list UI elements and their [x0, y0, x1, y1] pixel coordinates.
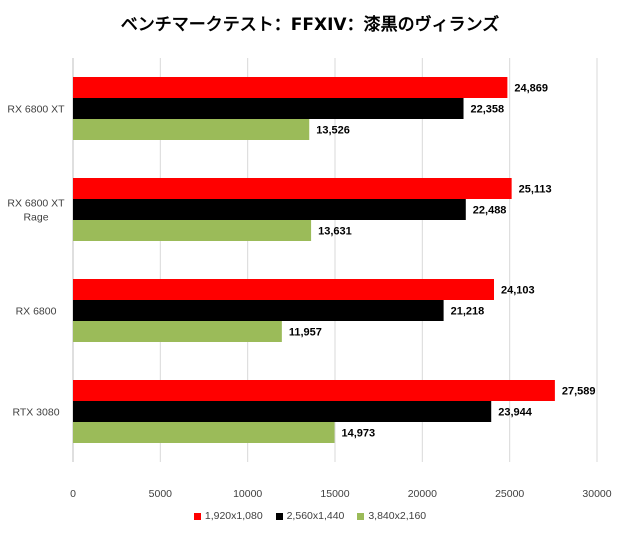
data-label-series-1-cat-3: 24,103 [501, 285, 535, 297]
legend-item-series-2: 2,560x1,440 [275, 510, 345, 522]
legend-label-series-3: 3,840x2,160 [368, 510, 427, 522]
category-label-4: RTX 3080 [12, 407, 59, 419]
legend-label-series-2: 2,560x1,440 [286, 510, 345, 522]
data-label-series-2-cat-2: 22,488 [473, 205, 507, 217]
legend-swatch-series-2 [275, 512, 283, 520]
x-tick-label-6: 30000 [582, 488, 611, 500]
legend: 1,920x1,080 2,560x1,440 3,840x2,160 [0, 510, 620, 522]
chart-title: ベンチマークテスト：FFXIV：漆黒のヴィランズ [120, 15, 500, 35]
bar-series-1-cat-3 [73, 279, 494, 300]
bar-series-2-cat-1 [73, 98, 464, 119]
legend-item-series-3: 3,840x2,160 [357, 510, 426, 522]
x-tick-label-1: 5000 [149, 488, 173, 500]
bar-series-1-cat-4 [73, 380, 555, 401]
data-label-series-1-cat-2: 25,113 [519, 184, 552, 196]
bar-series-1-cat-2 [73, 178, 512, 199]
data-label-series-1-cat-1: 24,869 [514, 83, 548, 95]
bar-series-3-cat-3 [73, 321, 282, 342]
category-label-2-line-2: Rage [23, 212, 48, 224]
data-label-series-2-cat-1: 22,358 [471, 104, 505, 116]
data-label-series-3-cat-1: 13,526 [316, 125, 350, 137]
bar-series-3-cat-1 [73, 119, 310, 140]
bar-series-3-cat-4 [73, 422, 335, 443]
data-label-series-1-cat-4: 27,589 [562, 386, 596, 398]
bar-series-3-cat-2 [73, 220, 312, 241]
bar-series-2-cat-3 [73, 300, 444, 321]
data-label-series-3-cat-2: 13,631 [318, 226, 352, 238]
bar-series-1-cat-1 [73, 77, 508, 98]
legend-item-series-1: 1,920x1,080 [193, 510, 263, 522]
x-tick-label-4: 20000 [408, 488, 437, 500]
bar-series-2-cat-2 [73, 199, 466, 220]
data-label-series-2-cat-4: 23,944 [498, 407, 533, 419]
category-label-3: RX 6800 [16, 306, 57, 318]
category-label-1: RX 6800 XT [7, 104, 65, 116]
legend-swatch-series-1 [193, 512, 201, 520]
data-label-series-2-cat-3: 21,218 [451, 306, 485, 318]
data-label-series-3-cat-4: 14,973 [342, 428, 376, 440]
category-label-2-line-1: RX 6800 XT [7, 198, 65, 210]
x-tick-label-5: 25000 [495, 488, 524, 500]
x-tick-label-0: 0 [70, 488, 76, 500]
data-label-series-3-cat-3: 11,957 [289, 327, 322, 339]
x-tick-label-3: 15000 [320, 488, 349, 500]
legend-swatch-series-3 [357, 512, 365, 520]
x-tick-label-2: 10000 [233, 488, 262, 500]
legend-label-series-1: 1,920x1,080 [204, 510, 263, 522]
bar-series-2-cat-4 [73, 401, 492, 422]
